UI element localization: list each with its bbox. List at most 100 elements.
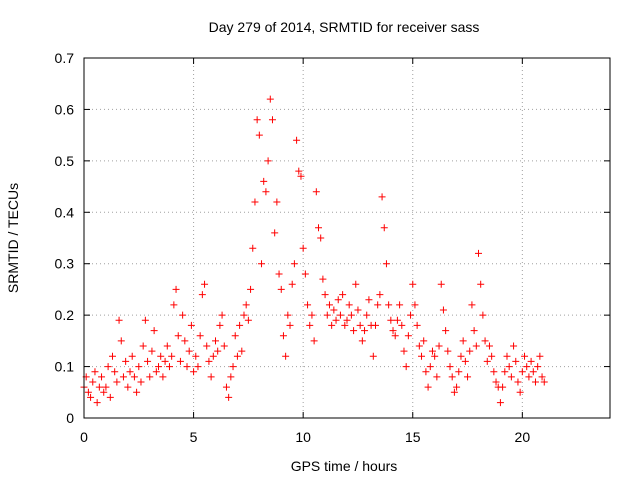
data-point [222, 383, 230, 391]
data-point [284, 311, 292, 319]
data-point [262, 188, 270, 196]
data-point [133, 388, 141, 396]
grid-lines [84, 58, 610, 418]
data-point [165, 363, 173, 371]
data-point [516, 388, 524, 396]
data-point [146, 373, 154, 381]
data-point [192, 352, 200, 360]
y-tick-label: 0.5 [55, 153, 75, 169]
data-point [225, 393, 233, 401]
data-point [304, 301, 312, 309]
data-point [461, 357, 469, 365]
data-point [371, 321, 379, 329]
data-point [334, 296, 342, 304]
data-point [501, 368, 509, 376]
data-point [152, 368, 160, 376]
data-point [253, 116, 261, 124]
data-point [534, 363, 542, 371]
data-point [231, 332, 239, 340]
data-point [538, 373, 546, 381]
data-point [453, 383, 461, 391]
data-point [308, 311, 316, 319]
data-point [409, 280, 417, 288]
data-point [455, 368, 463, 376]
data-point [343, 316, 351, 324]
data-point [238, 347, 246, 355]
data-point [124, 383, 132, 391]
data-point [475, 249, 482, 257]
data-point [201, 280, 209, 288]
data-point [229, 363, 237, 371]
data-point [240, 311, 248, 319]
data-point [233, 352, 241, 360]
data-point [347, 311, 355, 319]
data-point [510, 342, 518, 350]
y-tick-label: 0.3 [55, 256, 75, 272]
data-point [398, 321, 406, 329]
data-point [100, 388, 108, 396]
data-point [358, 337, 366, 345]
data-point [336, 311, 344, 319]
data-point [527, 357, 535, 365]
data-point [354, 306, 362, 314]
data-point [400, 347, 408, 355]
data-point [505, 363, 513, 371]
data-point [137, 378, 145, 386]
data-point [492, 378, 500, 386]
data-point [181, 337, 189, 345]
data-point [301, 270, 309, 278]
data-point [205, 357, 213, 365]
data-point [258, 260, 266, 268]
data-point [108, 352, 116, 360]
data-point [437, 280, 445, 288]
data-point [339, 291, 347, 299]
data-point [363, 311, 371, 319]
data-point [247, 285, 255, 293]
data-point [490, 368, 498, 376]
data-point [361, 327, 369, 335]
data-point [196, 332, 204, 340]
data-point [84, 388, 92, 396]
data-point [251, 198, 259, 206]
data-point [514, 378, 522, 386]
data-point [426, 363, 434, 371]
data-point [464, 373, 472, 381]
data-point [435, 342, 443, 350]
x-tick-label: 5 [190, 429, 198, 445]
x-tick-label: 10 [295, 429, 311, 445]
data-point [144, 357, 152, 365]
data-point [369, 352, 377, 360]
data-point [523, 363, 531, 371]
data-point [428, 347, 436, 355]
data-point [271, 229, 279, 237]
y-tick-label: 0.7 [55, 50, 75, 66]
data-point [525, 373, 533, 381]
data-point [172, 285, 180, 293]
y-tick-label: 0.2 [55, 307, 75, 323]
data-point [450, 388, 458, 396]
data-point [407, 311, 415, 319]
data-point [323, 311, 331, 319]
data-point [299, 244, 307, 252]
data-point [393, 316, 401, 324]
data-point [106, 393, 114, 401]
data-point [446, 363, 454, 371]
data-point [216, 321, 224, 329]
data-point [220, 342, 228, 350]
data-point [150, 327, 158, 335]
data-point [496, 399, 504, 407]
data-point [442, 327, 450, 335]
data-point [315, 224, 323, 232]
x-tick-label: 0 [80, 429, 88, 445]
data-point [214, 347, 222, 355]
data-point [198, 291, 206, 299]
data-point [380, 224, 388, 232]
data-point [95, 383, 103, 391]
data-point [472, 342, 480, 350]
data-point [345, 301, 353, 309]
data-point [179, 311, 187, 319]
data-point [282, 352, 290, 360]
data-point [312, 188, 320, 196]
data-point [378, 193, 386, 201]
